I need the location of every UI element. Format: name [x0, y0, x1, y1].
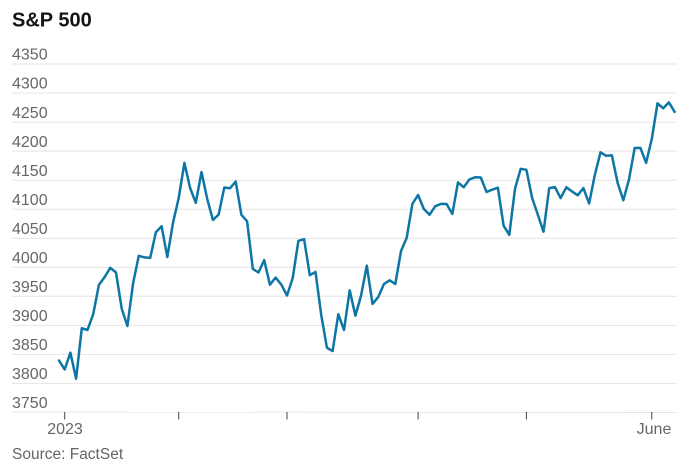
svg-text:4250: 4250: [12, 105, 48, 122]
svg-text:3750: 3750: [12, 395, 48, 412]
svg-text:June: June: [637, 421, 672, 438]
svg-text:4000: 4000: [12, 250, 48, 267]
svg-text:3900: 3900: [12, 308, 48, 325]
svg-text:3850: 3850: [12, 337, 48, 354]
svg-text:S&P 500: S&P 500: [12, 10, 92, 32]
svg-text:3950: 3950: [12, 279, 48, 296]
svg-text:4350: 4350: [12, 47, 48, 64]
svg-text:4200: 4200: [12, 134, 48, 151]
svg-text:Source: FactSet: Source: FactSet: [12, 446, 124, 463]
svg-text:2023: 2023: [47, 421, 83, 438]
svg-text:4050: 4050: [12, 221, 48, 238]
svg-text:4100: 4100: [12, 192, 48, 209]
svg-text:3800: 3800: [12, 366, 48, 383]
svg-text:4300: 4300: [12, 76, 48, 93]
svg-text:4150: 4150: [12, 163, 48, 180]
